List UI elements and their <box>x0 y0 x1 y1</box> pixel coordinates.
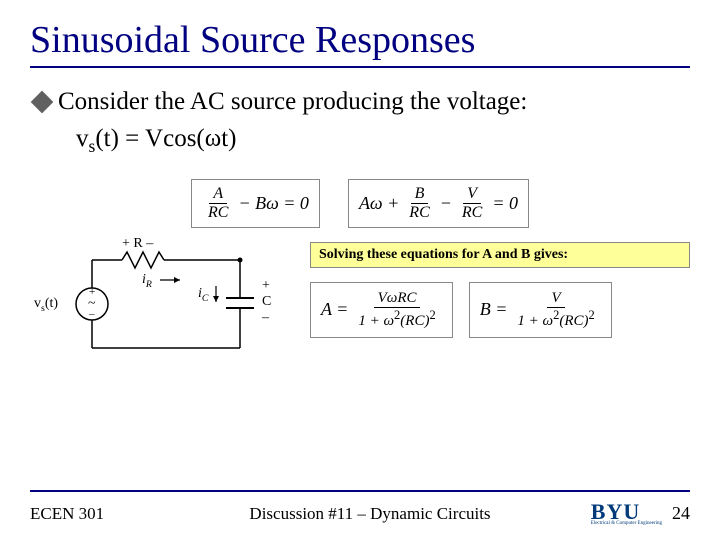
src-minus: – <box>89 308 95 320</box>
bullet-row: Consider the AC source producing the vol… <box>30 86 690 119</box>
solve-caption: Solving these equations for A and B give… <box>310 242 690 268</box>
ir-label: iR <box>142 272 152 290</box>
footer-discussion: Discussion #11 – Dynamic Circuits <box>170 504 570 524</box>
ic-label: iC <box>198 286 208 304</box>
equation-box-2: Aω + BRC − VRC = 0 <box>348 179 529 228</box>
vs-label: vs(t) <box>34 296 58 314</box>
page-number: 24 <box>672 503 690 524</box>
bullet-text: Consider the AC source producing the vol… <box>58 86 527 119</box>
b-equation-box: B = V 1 + ω2(RC)2 <box>469 282 612 338</box>
footer-course: ECEN 301 <box>30 504 170 524</box>
cap-plus: + <box>262 278 270 294</box>
footer: ECEN 301 Discussion #11 – Dynamic Circui… <box>30 490 690 526</box>
equation-row: ARC − Bω = 0 Aω + BRC − VRC = 0 <box>30 179 690 228</box>
resistor-label: + R – <box>122 236 153 252</box>
ab-equations-row: A = VωRC 1 + ω2(RC)2 B = V 1 + ω2(RC)2 <box>310 282 690 338</box>
diamond-bullet-icon <box>31 91 54 114</box>
a-equation-box: A = VωRC 1 + ω2(RC)2 <box>310 282 453 338</box>
byu-logo: BYU Electrical & Computer Engineering <box>591 502 662 526</box>
cap-c: C <box>262 294 271 310</box>
slide-title: Sinusoidal Source Responses <box>30 18 690 68</box>
inline-equation: vs(t) = Vcos(ωt) <box>76 125 690 157</box>
equation-box-1: ARC − Bω = 0 <box>191 179 320 228</box>
cap-minus: – <box>262 310 269 326</box>
circuit-diagram: + R – iR iC vs(t) + C – + ~ – <box>30 238 290 378</box>
